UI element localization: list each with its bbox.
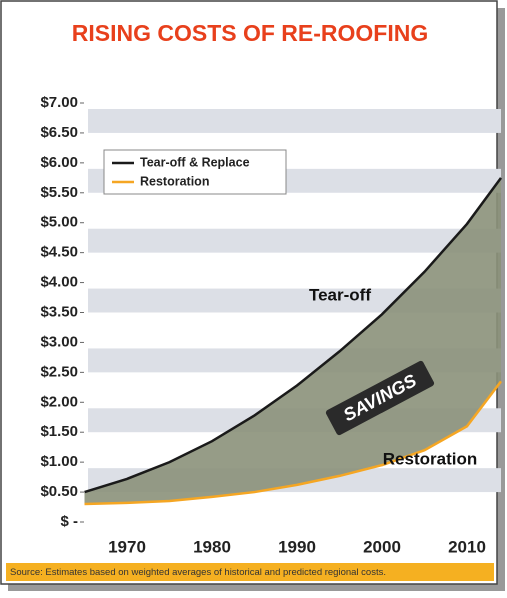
legend-label: Restoration [140, 174, 209, 188]
x-tick-label: 2000 [363, 537, 401, 556]
y-tick-label: $3.50 [40, 303, 78, 320]
y-tick-label: $1.00 [40, 453, 78, 470]
x-tick-label: 2010 [448, 537, 486, 556]
chart-title: RISING COSTS OF RE-ROOFING [72, 20, 429, 46]
page: RISING COSTS OF RE-ROOFING $ - $0.50 $1.00… [0, 0, 507, 598]
y-tick-label: $2.00 [40, 393, 78, 410]
source: Source: Estimates based on weighted aver… [10, 567, 386, 578]
annotation: Tear-off [309, 285, 371, 304]
annotation: Restoration [383, 449, 477, 468]
y-tick-label: $7.00 [40, 94, 78, 111]
y-tick-label: $4.50 [40, 244, 78, 261]
x-tick-label: 1990 [278, 537, 316, 556]
grid-band [88, 109, 501, 133]
y-tick-label: $6.50 [40, 124, 78, 141]
grid-band [88, 229, 501, 253]
y-tick-label: $5.50 [40, 184, 78, 201]
x-tick-label: 1980 [193, 537, 231, 556]
y-tick-label: $2.50 [40, 363, 78, 380]
y-tick-label: $5.00 [40, 214, 78, 231]
legend-label: Tear-off & Replace [140, 155, 250, 169]
y-tick-label: $0.50 [40, 483, 78, 500]
y-tick-label: $4.00 [40, 274, 78, 291]
y-tick-label: $3.00 [40, 333, 78, 350]
x-tick-label: 1970 [108, 537, 146, 556]
y-tick-label: $6.00 [40, 154, 78, 171]
y-tick-label: $1.50 [40, 423, 78, 440]
y-tick-label: $ - [60, 513, 78, 530]
chart: RISING COSTS OF RE-ROOFING $ - $0.50 $1.00… [0, 0, 507, 593]
